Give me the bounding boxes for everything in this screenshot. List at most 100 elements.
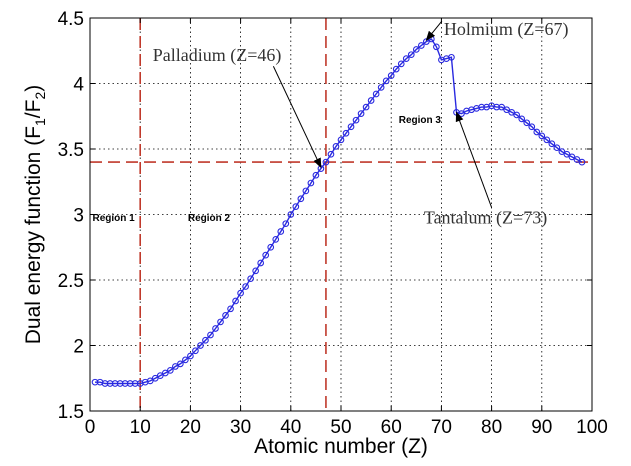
- data-point: [337, 136, 345, 144]
- annotation-label: Palladium (Z=46): [153, 45, 282, 66]
- data-point: [121, 380, 129, 387]
- x-tick-label: 100: [576, 417, 608, 438]
- data-point: [227, 305, 234, 313]
- annotation-arrow: [455, 111, 493, 208]
- data-point: [573, 156, 581, 163]
- data-point: [257, 259, 265, 267]
- x-tick-label: 30: [230, 417, 251, 438]
- y-axis-label-subscript: 2: [32, 92, 48, 100]
- data-point: [417, 42, 425, 49]
- data-point: [222, 312, 229, 319]
- ticks: 0 10 20 30 40 50 60 70 80 90 100 1.5 2 2.5 3 3.5 4 4.5: [58, 9, 608, 438]
- y-axis-label-part: ): [22, 85, 45, 92]
- x-axis-label: Atomic number (Z): [254, 435, 428, 458]
- annotation-arrow: [272, 66, 322, 169]
- data-point: [106, 380, 114, 387]
- data-point: [332, 143, 340, 150]
- x-tick-label: 50: [330, 417, 351, 438]
- series-line: [95, 38, 583, 385]
- data-point: [302, 187, 310, 195]
- data-point: [543, 136, 551, 144]
- data-point: [272, 236, 280, 243]
- data-point: [548, 140, 556, 148]
- x-tick-label: 70: [431, 417, 452, 438]
- data-point: [252, 267, 260, 275]
- annotation-label: Holmium (Z=67): [444, 19, 569, 40]
- data-point: [197, 342, 204, 349]
- data-point: [513, 111, 521, 119]
- x-tick-label: 20: [180, 417, 201, 438]
- data-point: [171, 363, 179, 370]
- data-point: [503, 106, 511, 114]
- data-point: [558, 148, 566, 155]
- data-point: [182, 356, 189, 364]
- region-label: Region 2: [188, 213, 231, 224]
- data-point: [91, 378, 99, 386]
- data-point: [372, 90, 380, 98]
- data-point: [202, 336, 209, 344]
- data-point: [448, 53, 455, 61]
- data-point: [277, 228, 285, 235]
- y-axis-label-part: Dual energy function (F: [22, 126, 45, 344]
- y-tick-label: 2.5: [58, 271, 84, 292]
- data-point: [342, 129, 350, 137]
- data-point: [433, 43, 440, 51]
- region-label: Region 1: [93, 213, 136, 224]
- y-tick-label: 4: [73, 75, 84, 96]
- x-tick-label: 90: [531, 417, 552, 438]
- x-tick-label: 40: [280, 417, 301, 438]
- data-point: [312, 171, 320, 179]
- data-point: [217, 318, 224, 326]
- y-tick-label: 2: [73, 337, 84, 358]
- data-point: [192, 347, 199, 355]
- data-point: [116, 380, 124, 387]
- data-point: [327, 150, 335, 158]
- data-point: [207, 331, 214, 339]
- data-point: [392, 65, 400, 73]
- data-point: [498, 103, 505, 111]
- data-point: [267, 243, 275, 251]
- data-point: [533, 128, 541, 136]
- data-point: [111, 380, 119, 387]
- data-point: [578, 158, 586, 166]
- reference-lines: [90, 18, 592, 411]
- data-point: [307, 179, 315, 187]
- data-point: [322, 158, 330, 166]
- x-tick-label: 10: [130, 417, 151, 438]
- data-point: [232, 297, 239, 305]
- data-point: [553, 144, 561, 152]
- data-point: [126, 380, 134, 387]
- data-point: [397, 60, 405, 68]
- x-tick-label: 80: [481, 417, 502, 438]
- data-point: [156, 372, 164, 379]
- data-point: [212, 325, 219, 332]
- data-point: [282, 220, 290, 228]
- data-point: [538, 132, 546, 140]
- annotation-arrow: [425, 20, 443, 42]
- data-point: [508, 108, 516, 116]
- y-tick-label: 4.5: [58, 9, 84, 30]
- x-tick-label: 0: [85, 417, 96, 438]
- data-point: [493, 103, 500, 111]
- data-point: [568, 153, 576, 161]
- y-axis-label-subscript: 1: [32, 118, 48, 126]
- y-tick-label: 1.5: [58, 402, 84, 423]
- data-point: [151, 374, 159, 382]
- data-point: [177, 360, 184, 368]
- data-point: [362, 103, 370, 111]
- data-point: [131, 380, 139, 387]
- data-point: [367, 97, 375, 104]
- data-point: [101, 380, 109, 387]
- series-layer: [91, 35, 586, 387]
- data-point: [478, 103, 485, 111]
- y-tick-label: 3: [73, 206, 84, 227]
- data-point: [287, 211, 295, 218]
- region-label: Region 3: [399, 115, 442, 126]
- y-tick-label: 3.5: [58, 140, 84, 161]
- data-point: [412, 46, 420, 53]
- data-point: [242, 283, 249, 290]
- data-point: [247, 275, 254, 283]
- data-point: [161, 369, 169, 377]
